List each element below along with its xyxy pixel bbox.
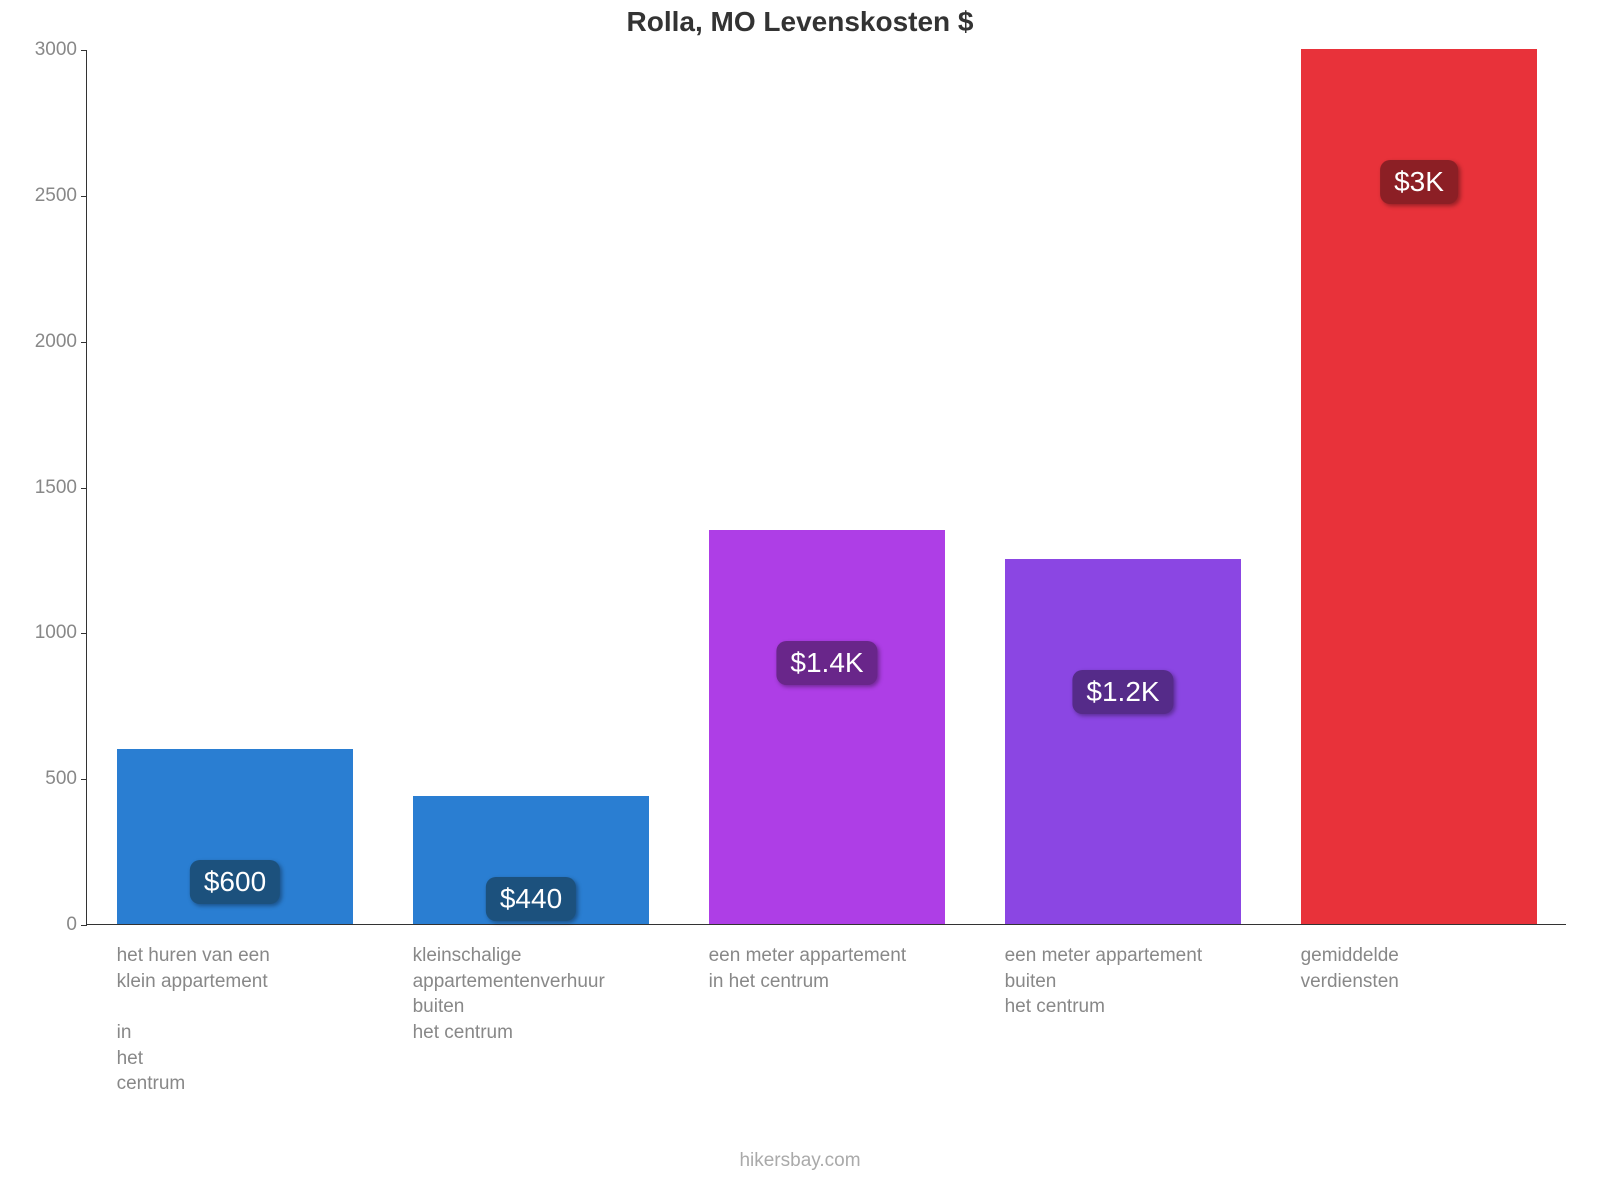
y-tick-label: 2500 xyxy=(35,185,87,207)
chart-title: Rolla, MO Levenskosten $ xyxy=(0,6,1600,38)
bars-container xyxy=(87,50,1566,924)
value-badge: $3K xyxy=(1380,160,1458,204)
x-axis-label: een meter appartement in het centrum xyxy=(709,943,986,994)
y-tick-mark xyxy=(81,779,87,780)
y-tick-mark xyxy=(81,925,87,926)
value-badge: $600 xyxy=(190,860,280,904)
bar xyxy=(1005,559,1242,924)
bar xyxy=(709,530,946,924)
y-tick-label: 1000 xyxy=(35,622,87,644)
y-tick-mark xyxy=(81,488,87,489)
y-tick-mark xyxy=(81,50,87,51)
y-tick-mark xyxy=(81,342,87,343)
value-badge: $1.4K xyxy=(776,641,877,685)
plot-area: 050010001500200025003000$600het huren va… xyxy=(86,50,1566,925)
value-badge: $440 xyxy=(486,877,576,921)
y-tick-mark xyxy=(81,633,87,634)
x-axis-label: het huren van een klein appartement in h… xyxy=(117,943,394,1097)
credit-text: hikersbay.com xyxy=(0,1150,1600,1172)
value-badge: $1.2K xyxy=(1072,670,1173,714)
x-axis-label: een meter appartement buiten het centrum xyxy=(1005,943,1282,1020)
y-tick-label: 1500 xyxy=(35,477,87,499)
y-tick-label: 2000 xyxy=(35,331,87,353)
cost-of-living-chart: Rolla, MO Levenskosten $ 050010001500200… xyxy=(0,0,1600,1200)
x-axis-label: gemiddelde verdiensten xyxy=(1301,943,1578,994)
x-axis-label: kleinschalige appartementenverhuur buite… xyxy=(413,943,690,1046)
y-tick-label: 3000 xyxy=(35,39,87,61)
y-tick-mark xyxy=(81,196,87,197)
